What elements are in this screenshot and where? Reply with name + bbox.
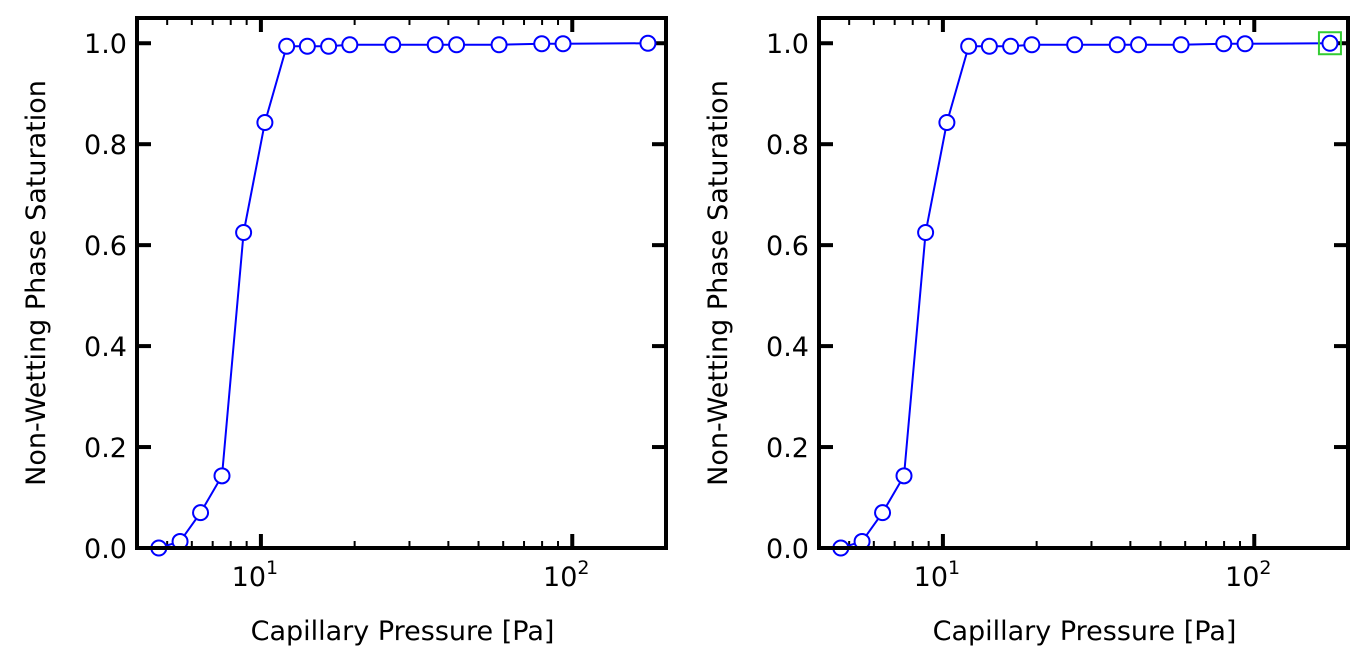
- y-tick-label: 0.2: [766, 433, 809, 464]
- x-tick-base: 10: [914, 562, 948, 593]
- data-point: [874, 504, 892, 522]
- data-point: [639, 34, 657, 52]
- data-point: [384, 36, 402, 54]
- y-tick-label: 0.2: [84, 433, 127, 464]
- data-point: [1321, 34, 1339, 52]
- y-tick-label: 0.8: [766, 130, 809, 161]
- data-point: [554, 35, 572, 53]
- data-point: [1066, 36, 1084, 54]
- data-point: [341, 36, 359, 54]
- x-tick-label: 101: [914, 557, 960, 593]
- data-point: [490, 36, 508, 54]
- x-axis-label: Capillary Pressure [Pa]: [251, 616, 555, 647]
- data-point: [235, 224, 253, 242]
- series-line: [840, 42, 1330, 549]
- y-tick-label: 0.4: [766, 332, 809, 363]
- data-point: [278, 37, 296, 55]
- x-tick-exponent: 2: [1259, 557, 1271, 579]
- y-tick-label: 0.4: [84, 332, 127, 363]
- data-point: [426, 36, 444, 54]
- data-point: [448, 36, 466, 54]
- data-point: [1172, 36, 1190, 54]
- x-tick-exponent: 1: [266, 557, 278, 579]
- data-point: [298, 37, 316, 55]
- data-point: [1002, 37, 1020, 55]
- data-point: [256, 113, 274, 131]
- data-point: [1023, 36, 1041, 54]
- y-tick-label: 0.8: [84, 130, 127, 161]
- y-axis-label: Non-Wetting Phase Saturation: [21, 80, 52, 486]
- data-point: [938, 113, 956, 131]
- x-tick-exponent: 1: [948, 557, 960, 579]
- data-point: [213, 467, 231, 485]
- data-point: [917, 224, 935, 242]
- x-tick-exponent: 2: [577, 557, 589, 579]
- x-tick-label: 101: [232, 557, 278, 593]
- x-tick-label: 102: [543, 557, 589, 593]
- y-tick-label: 1.0: [84, 29, 127, 60]
- x-tick-base: 10: [232, 562, 266, 593]
- x-tick-base: 10: [1225, 562, 1259, 593]
- data-point: [1236, 35, 1254, 53]
- highlight-square: [1317, 31, 1342, 56]
- series-line: [158, 42, 648, 549]
- data-point: [960, 37, 978, 55]
- axes-frame: [135, 16, 668, 550]
- axes-frame: [817, 16, 1350, 550]
- data-point: [895, 467, 913, 485]
- data-point: [980, 37, 998, 55]
- y-tick-label: 0.0: [766, 534, 809, 565]
- data-point: [1215, 35, 1233, 53]
- data-point: [1130, 36, 1148, 54]
- x-tick-base: 10: [543, 562, 577, 593]
- data-point: [320, 37, 338, 55]
- y-tick-label: 0.0: [84, 534, 127, 565]
- y-tick-label: 1.0: [766, 29, 809, 60]
- data-point: [1108, 36, 1126, 54]
- data-point: [192, 504, 210, 522]
- x-tick-label: 102: [1225, 557, 1271, 593]
- data-point: [533, 35, 551, 53]
- y-tick-label: 0.6: [84, 231, 127, 262]
- y-axis-label: Non-Wetting Phase Saturation: [703, 80, 734, 486]
- y-tick-label: 0.6: [766, 231, 809, 262]
- x-axis-label: Capillary Pressure [Pa]: [933, 616, 1237, 647]
